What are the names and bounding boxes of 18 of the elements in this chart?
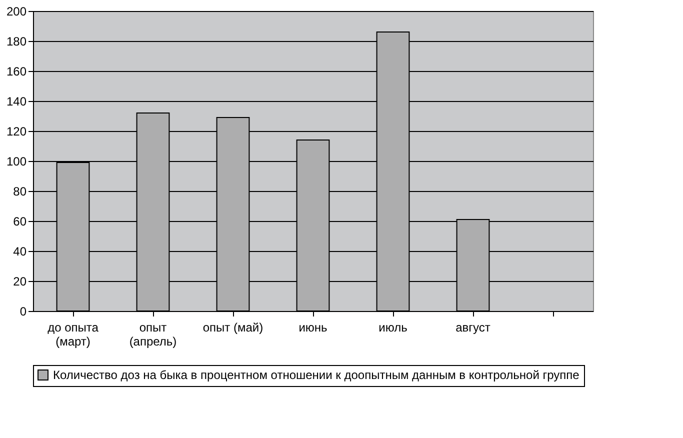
- legend-label: Количество доз на быка в процентном отношении к доопытным данным в контрольной группе: [53, 368, 580, 382]
- x-tick-label: до опыта (март): [48, 320, 99, 348]
- y-tick-label: 140: [6, 94, 27, 108]
- x-tick-label: июнь: [298, 320, 328, 334]
- y-tick-label: 180: [6, 34, 27, 48]
- x-tick-label: август: [456, 320, 491, 334]
- y-tick-label: 100: [6, 154, 27, 168]
- y-tick-label: 0: [20, 304, 27, 318]
- y-tick-label: 60: [13, 214, 27, 228]
- x-tick-label: опыт (апрель): [129, 320, 177, 348]
- y-tick-label: 120: [6, 124, 27, 138]
- x-tick-label: опыт (май): [202, 320, 264, 334]
- y-tick-label: 80: [13, 184, 27, 198]
- y-tick-label: 40: [13, 244, 27, 258]
- y-tick-label: 200: [6, 4, 27, 18]
- y-tick-label: 160: [6, 64, 27, 78]
- x-tick-label: июль: [378, 320, 408, 334]
- y-tick-label: 20: [13, 274, 27, 288]
